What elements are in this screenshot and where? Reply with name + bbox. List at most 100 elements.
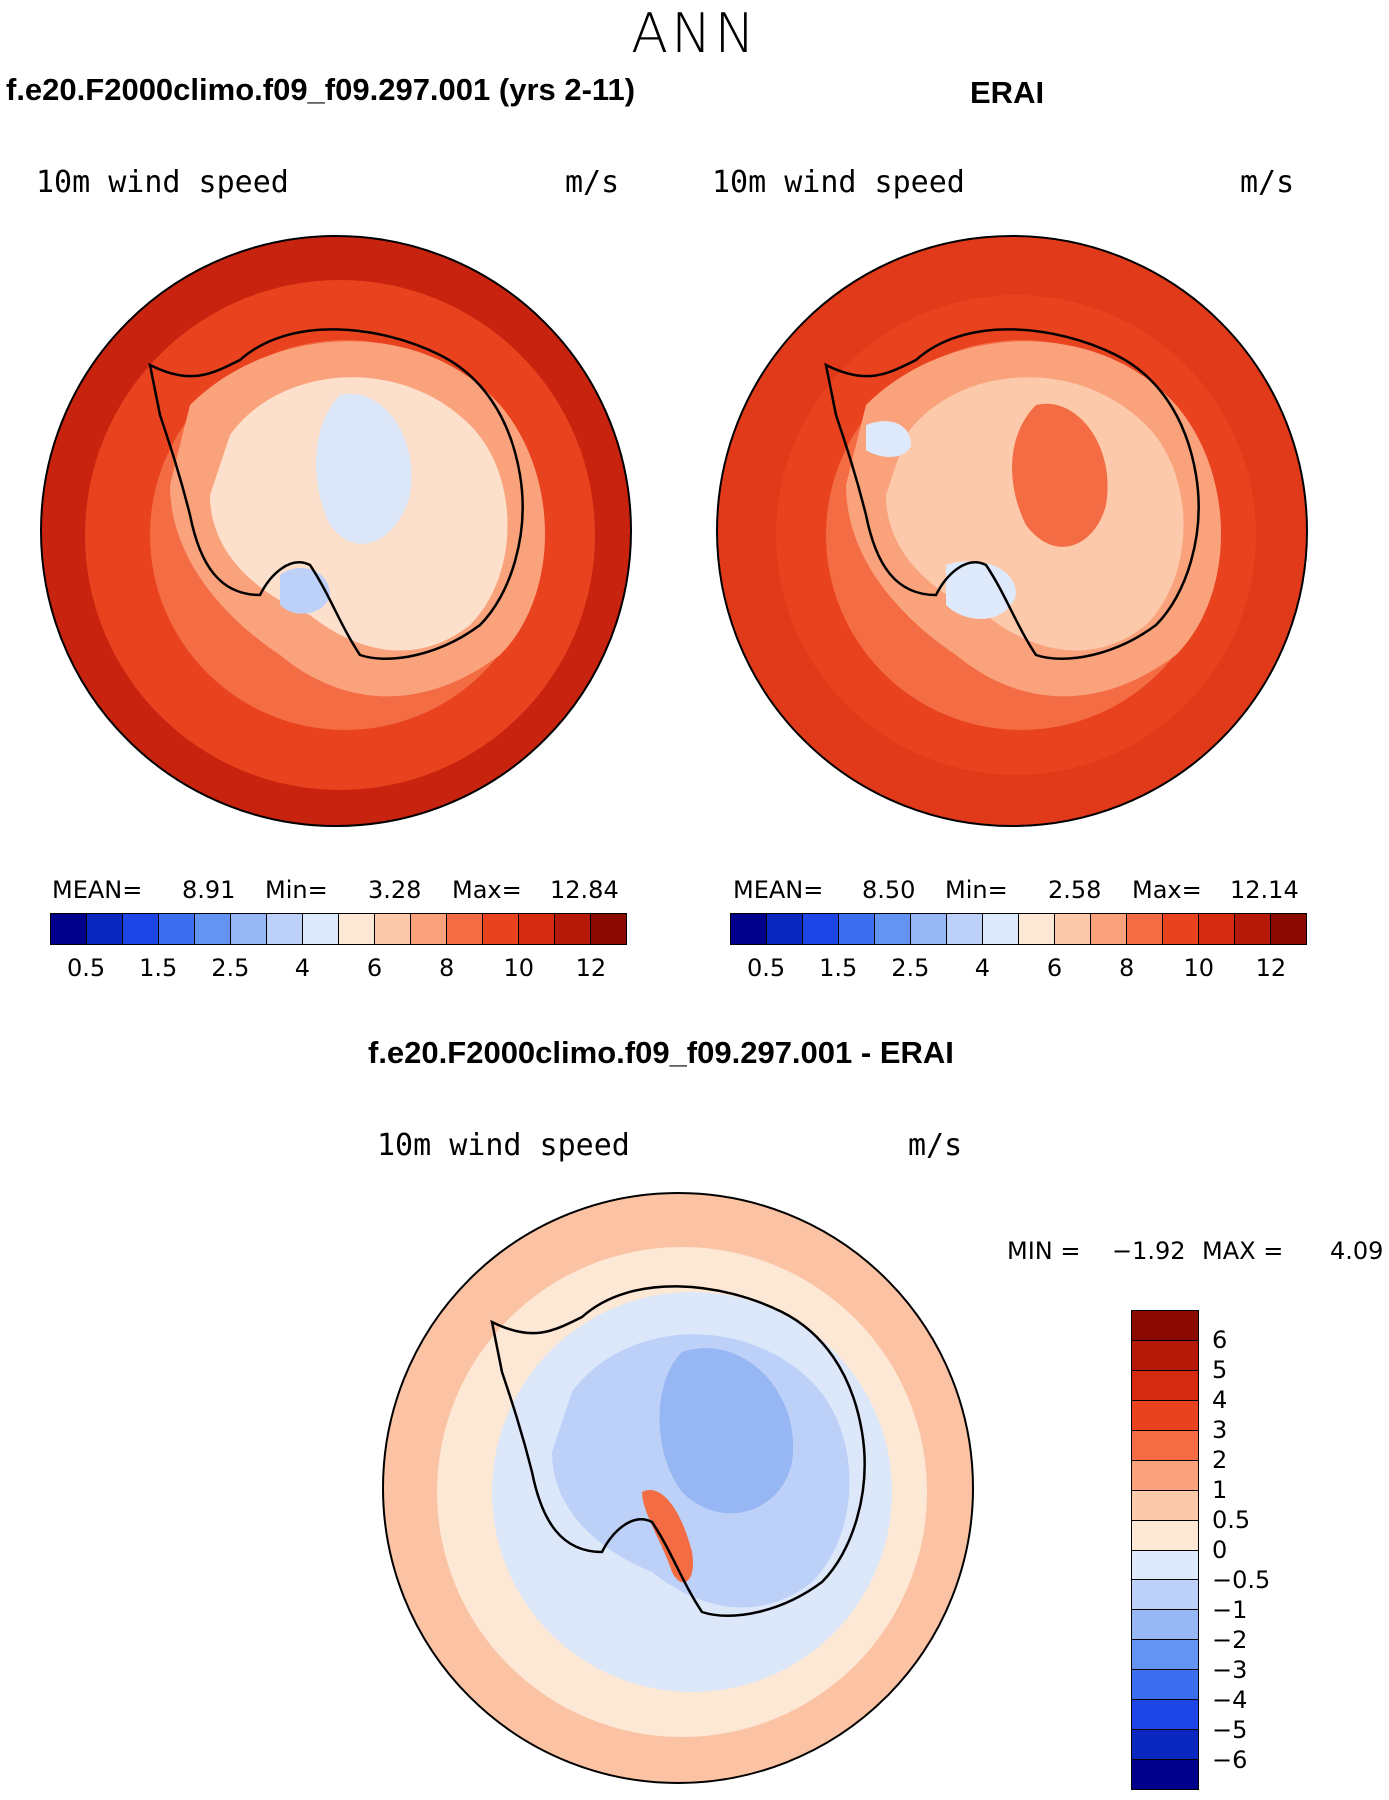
diff-min-value: −1.92 <box>1112 1237 1186 1265</box>
panel-1-colorbar-swatch <box>51 914 87 944</box>
diff-colorbar-swatch <box>1132 1370 1198 1401</box>
panel-2-min-value: 2.58 <box>1048 876 1102 904</box>
panel-2-title: ERAI <box>970 75 1045 110</box>
panel-2-units-label: m/s <box>1240 165 1295 200</box>
diff-colorbar-tick-label: 4 <box>1212 1386 1228 1414</box>
panel-2-max-value: 12.14 <box>1230 876 1299 904</box>
panel-2-colorbar <box>730 913 1307 945</box>
panel-2-colorbar-swatch <box>839 914 875 944</box>
panel-2-colorbar-labels: 0.5 1.5 2.5 4 6 8 10 12 <box>730 954 1307 984</box>
diff-colorbar-swatch <box>1132 1460 1198 1491</box>
diff-colorbar-tick-label: −5 <box>1212 1716 1248 1744</box>
diff-colorbar-tick-label: −2 <box>1212 1626 1248 1654</box>
panel-1-colorbar-swatch <box>303 914 339 944</box>
panel-1-colorbar-tick-label: 12 <box>575 954 607 982</box>
page-title: ANN <box>631 2 758 65</box>
diff-map-interior-low <box>659 1348 794 1514</box>
panel-1-colorbar-labels: 0.5 1.5 2.5 4 6 8 10 12 <box>50 954 627 984</box>
panel-2-colorbar-swatch <box>1235 914 1271 944</box>
map-2-weddell-low <box>866 421 911 457</box>
panel-2-colorbar-swatch <box>911 914 947 944</box>
diff-colorbar-swatch <box>1132 1550 1198 1581</box>
map-2-coastline <box>824 328 1200 660</box>
diff-colorbar-swatch <box>1132 1760 1198 1789</box>
diff-colorbar-swatch <box>1132 1400 1198 1431</box>
diff-colorbar-tick-label: 2 <box>1212 1446 1228 1474</box>
diff-colorbar-tick-label: −4 <box>1212 1686 1248 1714</box>
diff-panel-variable-label: 10m wind speed <box>377 1128 630 1163</box>
panel-2-colorbar-swatch <box>1271 914 1306 944</box>
panel-2-min-label: Min= <box>945 876 1008 904</box>
panel-2-colorbar-swatch <box>1199 914 1235 944</box>
diff-colorbar-tick-label: 5 <box>1212 1356 1228 1384</box>
panel-2-colorbar-tick-label: 6 <box>1046 954 1063 982</box>
panel-2-colorbar-swatch <box>731 914 767 944</box>
panel-2-colorbar-tick-label: 12 <box>1255 954 1287 982</box>
diff-colorbar-tick-label: 1 <box>1212 1476 1228 1504</box>
diff-min-label: MIN = <box>1007 1237 1081 1265</box>
panel-2-colorbar-swatch <box>947 914 983 944</box>
panel-2-colorbar-swatch <box>1127 914 1163 944</box>
panel-1-colorbar-tick-label: 1.5 <box>139 954 178 982</box>
diff-colorbar-swatch <box>1132 1640 1198 1671</box>
diff-colorbar-swatch <box>1132 1490 1198 1521</box>
panel-1-colorbar-swatch <box>159 914 195 944</box>
panel-1-variable-label: 10m wind speed <box>36 165 289 200</box>
panel-1-colorbar-tick-label: 10 <box>503 954 535 982</box>
panel-2-colorbar-tick-label: 4 <box>974 954 991 982</box>
map-2-ross-low <box>946 561 1016 619</box>
diff-panel-units-label: m/s <box>908 1128 963 1163</box>
diff-colorbar-tick-label: 0.5 <box>1212 1506 1251 1534</box>
panel-1-mean-label: MEAN= <box>52 876 143 904</box>
panel-1-colorbar-tick-label: 0.5 <box>66 954 106 982</box>
panel-1-colorbar-swatch <box>231 914 267 944</box>
diff-colorbar-swatch <box>1132 1340 1198 1371</box>
diff-colorbar-swatch <box>1132 1430 1198 1461</box>
panel-1-units-label: m/s <box>565 165 620 200</box>
diff-colorbar-swatch <box>1132 1610 1198 1641</box>
panel-2-colorbar-swatch <box>1091 914 1127 944</box>
panel-1-map <box>40 235 632 827</box>
diff-colorbar-tick-label: −6 <box>1212 1746 1248 1774</box>
panel-2-colorbar-swatch <box>803 914 839 944</box>
panel-1-colorbar-tick-label: 8 <box>439 954 455 982</box>
panel-2-colorbar-tick-label: 0.5 <box>746 954 786 982</box>
panel-1-colorbar-swatch <box>339 914 375 944</box>
diff-map-coastline <box>490 1285 866 1617</box>
panel-2-colorbar-swatch <box>767 914 803 944</box>
panel-1-colorbar-swatch <box>411 914 447 944</box>
panel-1-colorbar-swatch <box>267 914 303 944</box>
panel-2-colorbar-swatch <box>1163 914 1199 944</box>
diff-colorbar-tick-label: −1 <box>1212 1596 1248 1624</box>
panel-1-min-label: Min= <box>265 876 328 904</box>
panel-2-colorbar-swatch <box>1019 914 1055 944</box>
diff-panel-title: f.e20.F2000climo.f09_f09.297.001 - ERAI <box>368 1035 954 1070</box>
panel-1-colorbar-swatch <box>519 914 555 944</box>
diff-panel-map <box>382 1192 974 1784</box>
diff-colorbar-tick-label: 3 <box>1212 1416 1228 1444</box>
panel-1-min-value: 3.28 <box>368 876 422 904</box>
panel-2-map <box>716 235 1308 827</box>
panel-2-max-label: Max= <box>1132 876 1202 904</box>
diff-colorbar-swatch <box>1132 1700 1198 1731</box>
panel-1-colorbar-swatch <box>555 914 591 944</box>
panel-1-colorbar-tick-label: 6 <box>366 954 383 982</box>
panel-2-variable-label: 10m wind speed <box>712 165 965 200</box>
panel-1-colorbar-swatch <box>591 914 626 944</box>
panel-1-colorbar-swatch <box>483 914 519 944</box>
panel-2-colorbar-tick-label: 10 <box>1183 954 1215 982</box>
panel-1-colorbar-swatch <box>195 914 231 944</box>
panel-2-colorbar-swatch <box>875 914 911 944</box>
diff-max-value: 4.09 <box>1330 1237 1384 1265</box>
diff-colorbar-swatch <box>1132 1580 1198 1611</box>
panel-1-colorbar-swatch <box>447 914 483 944</box>
diff-colorbar-labels: 6 5 4 3 2 1 0.5 0 −0.5 −1 −2 −3 −4 −5 −6 <box>1212 1310 1332 1790</box>
panel-2-colorbar-swatch <box>983 914 1019 944</box>
map-1-interior-low <box>316 393 412 544</box>
diff-colorbar <box>1131 1310 1199 1790</box>
panel-1-colorbar-swatch <box>375 914 411 944</box>
panel-1-title: f.e20.F2000climo.f09_f09.297.001 (yrs 2-… <box>6 72 636 107</box>
panel-2-colorbar-swatch <box>1055 914 1091 944</box>
diff-map-transantarctic-high <box>642 1490 693 1583</box>
panel-1-mean-value: 8.91 <box>182 876 236 904</box>
